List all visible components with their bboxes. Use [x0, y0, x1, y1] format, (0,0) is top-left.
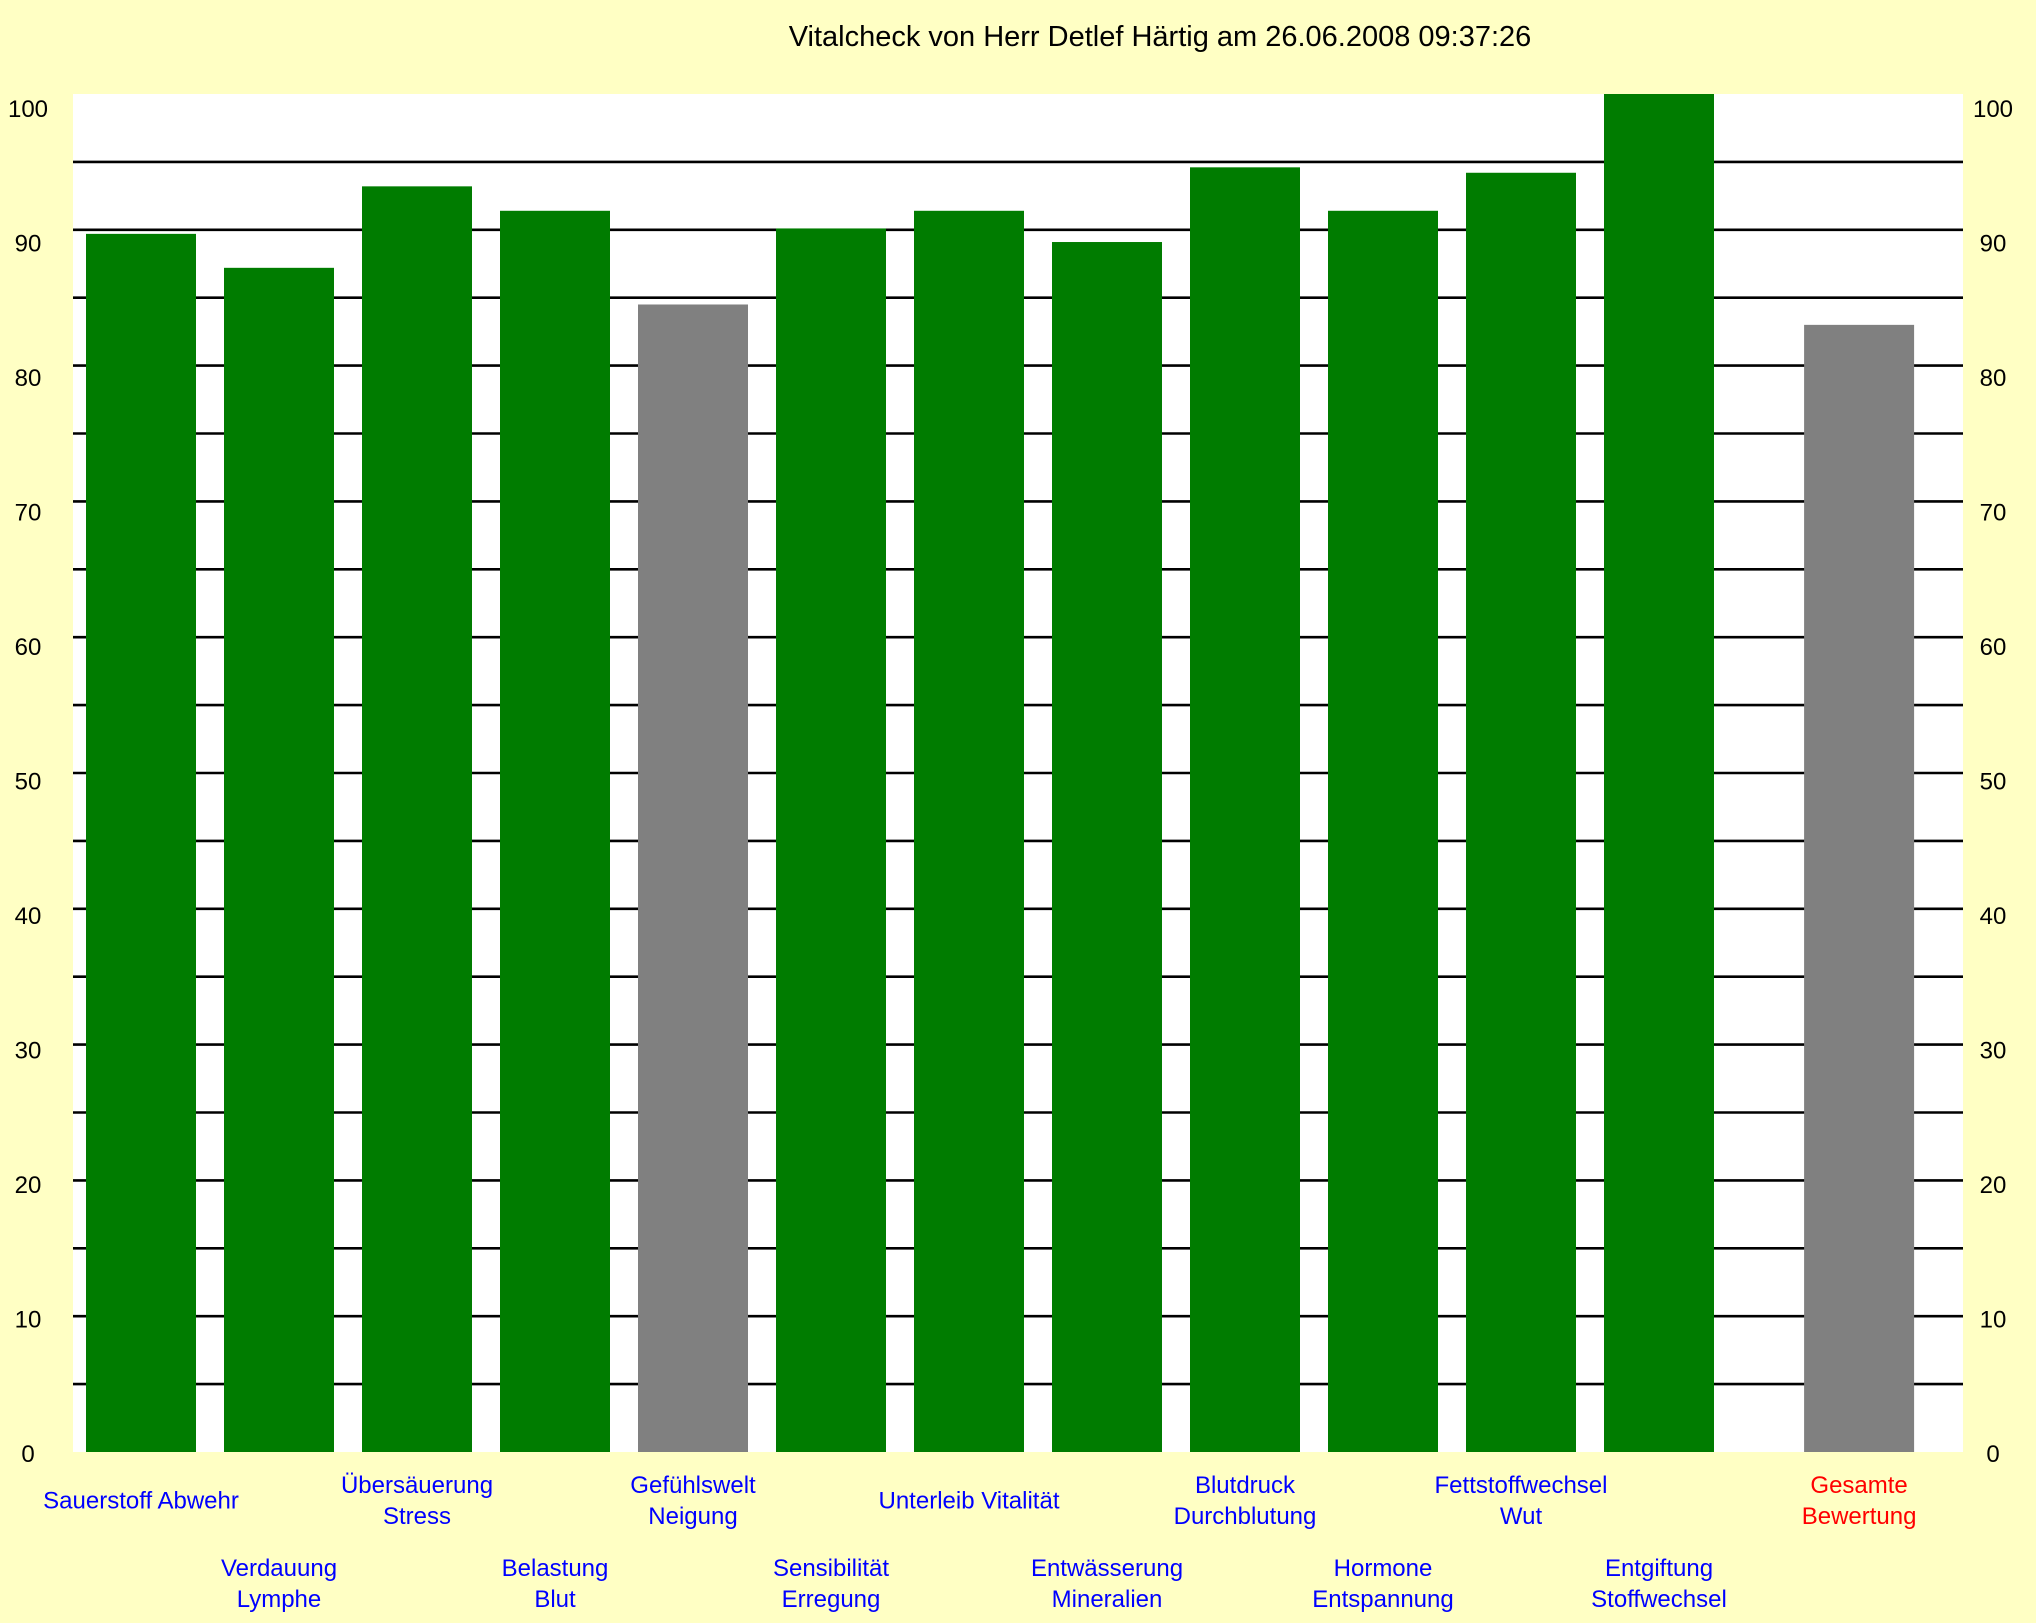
x-category-label: Blutdruck [1195, 1472, 1296, 1499]
y-tick-label-right: 0 [1986, 1441, 1999, 1468]
y-tick-label-right: 60 [1980, 634, 2007, 661]
bar [914, 210, 1024, 1453]
y-tick-label-left: 10 [15, 1307, 42, 1334]
x-category-label: Erregung [782, 1586, 881, 1613]
y-tick-label-left: 70 [15, 500, 42, 527]
y-tick-label-left: 100 [8, 96, 48, 123]
y-tick-label-left: 0 [21, 1441, 34, 1468]
y-tick-label-right: 40 [1980, 903, 2007, 930]
x-category-label: Gefühlswelt [630, 1472, 756, 1499]
bar [86, 233, 196, 1452]
y-tick-label-right: 90 [1980, 231, 2007, 258]
x-category-label: Verdauung [221, 1555, 337, 1582]
y-tick-label-right: 70 [1980, 500, 2007, 527]
bar [1466, 172, 1576, 1452]
x-category-label: Belastung [502, 1555, 609, 1582]
bar [1052, 242, 1162, 1453]
y-tick-label-left: 50 [15, 769, 42, 796]
bar [1328, 210, 1438, 1453]
bar [1604, 94, 1714, 1452]
bar [500, 210, 610, 1453]
chart-title: Vitalcheck von Herr Detlef Härtig am 26.… [789, 21, 1532, 53]
bar [224, 267, 334, 1453]
x-category-label: Hormone [1334, 1555, 1433, 1582]
y-tick-label-right: 20 [1980, 1172, 2007, 1199]
x-category-label: Durchblutung [1174, 1503, 1317, 1530]
bar [776, 228, 886, 1452]
x-category-label: Entgiftung [1605, 1555, 1713, 1582]
x-category-label: Fettstoffwechsel [1435, 1472, 1608, 1499]
x-category-label: Mineralien [1052, 1586, 1163, 1613]
x-category-label: Unterleib Vitalität [879, 1488, 1060, 1515]
y-tick-label-left: 60 [15, 634, 42, 661]
x-category-label: Bewertung [1802, 1503, 1917, 1530]
y-tick-label-left: 40 [15, 903, 42, 930]
y-tick-label-right: 10 [1980, 1307, 2007, 1334]
x-category-label: Sauerstoff Abwehr [43, 1488, 239, 1515]
y-tick-label-right: 50 [1980, 769, 2007, 796]
y-tick-label-right: 100 [1973, 96, 2013, 123]
bar [1190, 167, 1300, 1452]
x-category-label: Übersäuerung [341, 1472, 493, 1499]
x-category-label: Stress [383, 1503, 451, 1530]
y-tick-label-right: 80 [1980, 365, 2007, 392]
x-category-label: Gesamte [1810, 1472, 1907, 1499]
x-category-label: Entspannung [1312, 1586, 1453, 1613]
x-category-label: Sensibilität [773, 1555, 889, 1582]
x-category-label: Blut [534, 1586, 576, 1613]
x-category-label: Stoffwechsel [1591, 1586, 1727, 1613]
bar [362, 186, 472, 1452]
y-tick-label-left: 80 [15, 365, 42, 392]
x-category-label: Entwässerung [1031, 1555, 1183, 1582]
x-category-label: Wut [1500, 1503, 1543, 1530]
y-tick-label-right: 30 [1980, 1038, 2007, 1065]
x-category-label: Neigung [648, 1503, 737, 1530]
bar [638, 304, 748, 1452]
y-tick-label-left: 30 [15, 1038, 42, 1065]
y-tick-label-left: 20 [15, 1172, 42, 1199]
bar [1804, 324, 1915, 1452]
y-tick-label-left: 90 [15, 231, 42, 258]
x-category-label: Lymphe [237, 1586, 322, 1613]
